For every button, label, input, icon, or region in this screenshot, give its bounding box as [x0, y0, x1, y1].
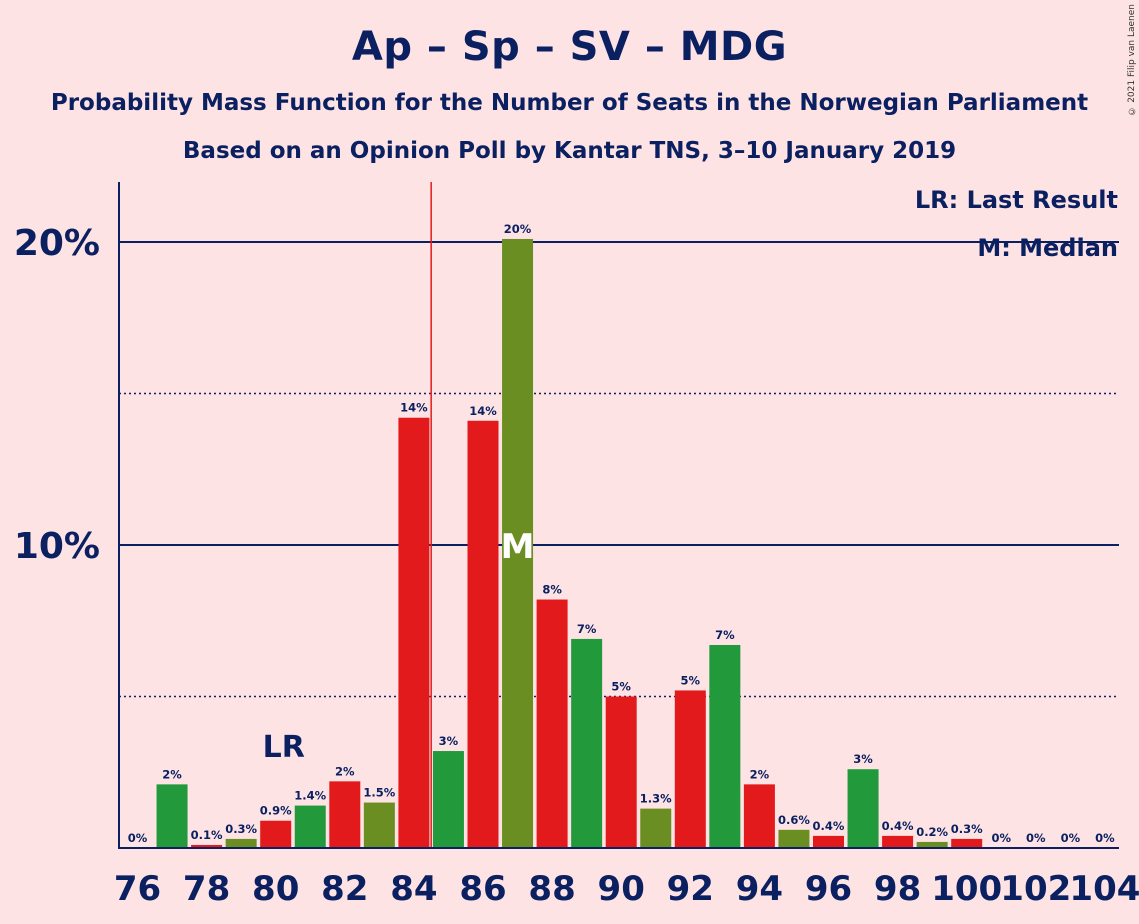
bar: [951, 838, 983, 848]
bar: [813, 835, 844, 848]
bar: [432, 751, 464, 848]
bar: [398, 417, 430, 848]
bar: [571, 638, 603, 848]
chart-subtitle: Probability Mass Function for the Number…: [50, 90, 1089, 116]
bar-value-label: 14%: [469, 404, 497, 418]
bar-value-label: 0.6%: [778, 813, 810, 827]
y-tick-label: 10%: [14, 526, 100, 567]
bar-value-label: 14%: [400, 401, 428, 415]
legend-last-result: LR: Last Result: [914, 186, 1118, 214]
bar: [847, 769, 879, 848]
last-result-label: LR: [263, 730, 305, 765]
bar: [640, 808, 672, 848]
x-tick-label: 86: [459, 869, 506, 909]
bar: [778, 829, 810, 848]
bar: [191, 844, 223, 848]
bar-value-label: 5%: [611, 680, 631, 694]
bar-value-label: 3%: [439, 734, 459, 748]
bar-value-label: 1.4%: [294, 789, 326, 803]
legend-median: M: Median: [977, 234, 1118, 262]
bar-value-label: 2%: [162, 767, 182, 781]
bar: [260, 820, 292, 848]
bar: [605, 696, 637, 848]
x-tick-label: 84: [390, 869, 437, 909]
x-tick-label: 102: [1000, 869, 1071, 909]
bar-value-label: 1.5%: [363, 786, 395, 800]
bar: [709, 644, 741, 848]
copyright-note: © 2021 Filip van Laenen: [1127, 4, 1137, 116]
x-tick-label: 94: [736, 869, 783, 909]
x-tick-label: 76: [114, 869, 161, 909]
bar-value-label: 0.2%: [916, 825, 948, 839]
bar-value-label: 8%: [542, 583, 562, 597]
chart-title: Ap – Sp – SV – MDG: [351, 24, 788, 70]
bar-value-label: 0%: [1061, 831, 1081, 845]
chart-subtitle-2: Based on an Opinion Poll by Kantar TNS, …: [182, 138, 957, 164]
bar-value-label: 7%: [577, 622, 597, 636]
bar-value-label: 1.3%: [640, 792, 672, 806]
bar: [743, 784, 775, 848]
bar-value-label: 20%: [504, 222, 532, 236]
bar: [363, 802, 395, 848]
bar-value-label: 3%: [853, 752, 873, 766]
bar: [502, 238, 534, 849]
bar: [882, 835, 914, 848]
x-tick-label: 88: [528, 869, 575, 909]
bar-value-label: 5%: [681, 673, 701, 687]
bar-value-label: 2%: [750, 767, 770, 781]
x-tick-label: 80: [252, 869, 299, 909]
bar: [225, 838, 257, 848]
x-tick-label: 100: [931, 869, 1002, 909]
x-tick-label: 90: [598, 869, 645, 909]
bar-value-label: 0.3%: [225, 822, 257, 836]
x-tick-label: 104: [1069, 869, 1139, 909]
bar-value-label: 0.4%: [882, 819, 914, 833]
bar-value-label: 2%: [335, 764, 355, 778]
bar-value-label: 0.9%: [260, 804, 292, 818]
x-tick-label: 82: [321, 869, 368, 909]
x-tick-label: 78: [183, 869, 230, 909]
y-tick-label: 20%: [14, 223, 100, 264]
x-tick-label: 92: [667, 869, 714, 909]
bar-value-label: 0.3%: [951, 822, 983, 836]
bar-value-label: 0%: [1095, 831, 1115, 845]
bar-value-label: 0.1%: [191, 828, 223, 842]
bar: [467, 420, 499, 848]
bar: [329, 781, 361, 848]
bar: [156, 784, 188, 848]
bar-value-label: 0%: [991, 831, 1011, 845]
bar: [916, 841, 948, 848]
bar-value-label: 0%: [128, 831, 148, 845]
bar: [294, 805, 326, 848]
bar: [536, 599, 568, 848]
bar-value-label: 7%: [715, 628, 735, 642]
bar-value-label: 0%: [1026, 831, 1046, 845]
x-tick-label: 96: [805, 869, 852, 909]
x-tick-label: 98: [874, 869, 921, 909]
bar-value-label: 0.4%: [813, 819, 845, 833]
bar: [674, 690, 706, 848]
median-label: M: [501, 527, 535, 567]
